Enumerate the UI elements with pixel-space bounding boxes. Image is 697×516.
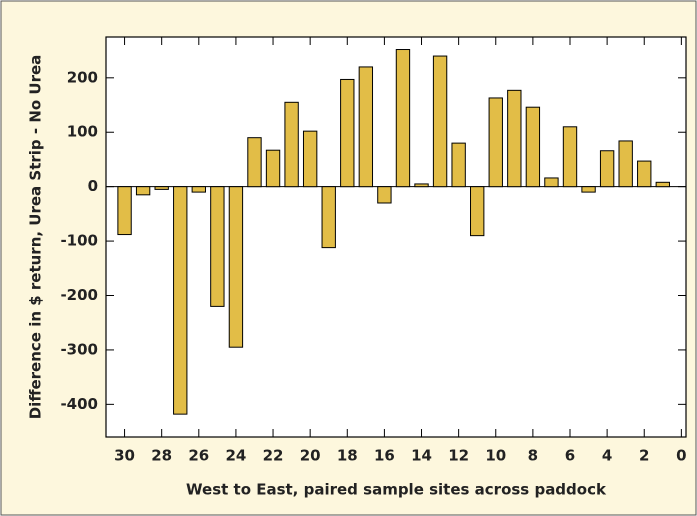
bar [247, 137, 262, 188]
x-tick-label: 0 [676, 447, 686, 465]
x-tick-label: 12 [448, 447, 469, 465]
y-axis-label: Difference in $ return, Urea Strip - No … [27, 55, 45, 420]
bar [581, 186, 596, 193]
bar [507, 89, 522, 188]
bar [265, 149, 281, 188]
x-axis-label: West to East, paired sample sites across… [186, 481, 607, 499]
bar [618, 140, 633, 188]
x-tick-label: 6 [565, 447, 575, 465]
bar [525, 106, 541, 188]
x-tick-label: 10 [485, 447, 506, 465]
bar [191, 186, 206, 193]
bar [432, 55, 448, 188]
y-tick-label: -400 [60, 395, 98, 413]
x-tick-label: 22 [263, 447, 284, 465]
bar [358, 66, 374, 188]
bar [470, 186, 485, 237]
bar [655, 181, 670, 188]
x-tick-label: 24 [225, 447, 246, 465]
bar [562, 126, 578, 188]
y-tick-label: 0 [88, 177, 98, 195]
y-tick-label: -300 [60, 340, 98, 358]
x-tick-label: 8 [528, 447, 538, 465]
bar [210, 186, 225, 307]
x-tick-label: 20 [300, 447, 321, 465]
bar [154, 186, 169, 190]
x-tick-label: 26 [188, 447, 209, 465]
x-tick-label: 30 [114, 447, 135, 465]
y-tick-label: 100 [67, 123, 98, 141]
bar [488, 97, 503, 188]
bar [284, 101, 299, 188]
x-tick-label: 16 [374, 447, 395, 465]
y-tick-label: -100 [60, 232, 98, 250]
bar [395, 49, 411, 188]
bar [637, 160, 652, 188]
bar [117, 186, 132, 236]
bar [173, 186, 188, 415]
bar [414, 183, 429, 188]
x-tick-label: 2 [639, 447, 649, 465]
x-tick-label: 18 [337, 447, 358, 465]
bar [377, 186, 392, 204]
plot-frame [105, 36, 687, 438]
bar [544, 177, 559, 188]
x-tick-label: 4 [602, 447, 612, 465]
bar [599, 150, 615, 188]
bar [302, 130, 318, 188]
bar [228, 186, 244, 348]
x-tick-label: 14 [411, 447, 432, 465]
bar [340, 78, 355, 188]
x-tick-label: 28 [151, 447, 172, 465]
y-tick-label: 200 [67, 68, 98, 86]
bar [135, 186, 151, 196]
bar [451, 142, 466, 188]
y-tick-label: -200 [60, 286, 98, 304]
bar [321, 186, 336, 249]
